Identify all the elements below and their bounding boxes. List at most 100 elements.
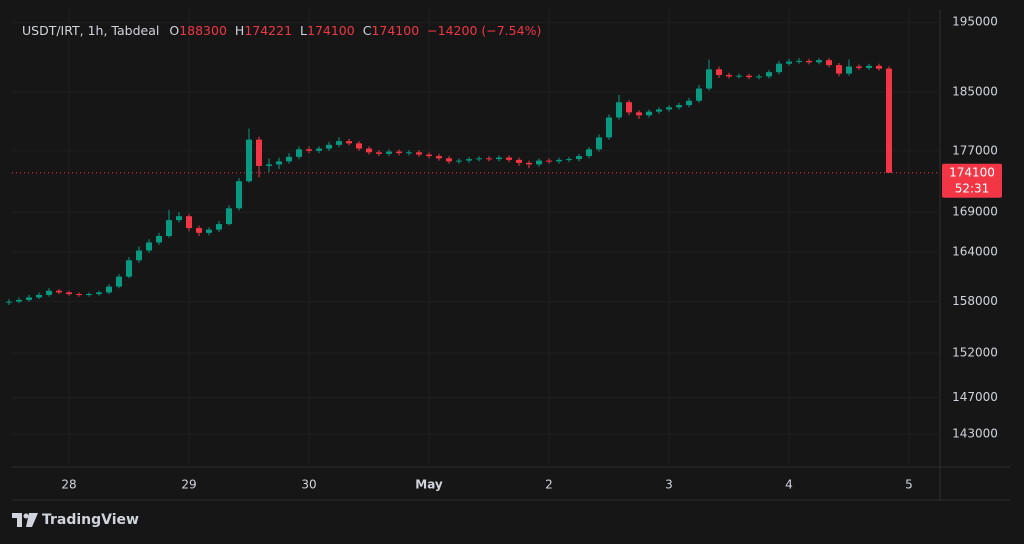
candle-body bbox=[56, 290, 62, 293]
y-tick-label: 143000 bbox=[952, 427, 998, 441]
candle-body bbox=[736, 75, 742, 77]
candle-body bbox=[576, 156, 582, 160]
candle-body bbox=[756, 76, 762, 78]
candle-body bbox=[316, 148, 322, 151]
price-label-box bbox=[942, 163, 1002, 198]
candle-body bbox=[816, 60, 822, 63]
candle-body bbox=[236, 181, 242, 209]
y-tick-label: 147000 bbox=[952, 390, 998, 404]
candle-body bbox=[706, 69, 712, 89]
candle-body bbox=[536, 160, 542, 165]
candle-body bbox=[746, 75, 752, 78]
candle-body bbox=[436, 156, 442, 159]
candle-body bbox=[296, 149, 302, 157]
candle-body bbox=[206, 229, 212, 233]
candle-body bbox=[76, 294, 82, 296]
candle-body bbox=[776, 63, 782, 73]
candle-body bbox=[636, 112, 642, 116]
candle-body bbox=[466, 159, 472, 161]
x-tick-label: 29 bbox=[181, 478, 196, 492]
candle-body bbox=[476, 158, 482, 160]
candle-body bbox=[326, 144, 332, 149]
y-tick-label: 185000 bbox=[952, 85, 998, 99]
candle-body bbox=[686, 100, 692, 106]
candle-body bbox=[616, 102, 622, 118]
candle-body bbox=[86, 294, 92, 296]
watermark[interactable]: TradingView bbox=[12, 512, 139, 528]
x-tick-label: 2 bbox=[545, 478, 553, 492]
y-tick-label: 177000 bbox=[952, 143, 998, 157]
candle-body bbox=[276, 161, 282, 165]
candle-body bbox=[646, 111, 652, 116]
candle-body bbox=[886, 68, 892, 173]
candle-body bbox=[16, 299, 22, 302]
countdown: 52:31 bbox=[955, 181, 990, 195]
candle-body bbox=[246, 139, 252, 182]
candle-body bbox=[166, 220, 172, 237]
open-label: O bbox=[169, 23, 180, 38]
candle-body bbox=[796, 60, 802, 62]
close-label: C bbox=[362, 23, 372, 38]
candle-body bbox=[26, 297, 32, 300]
candle-body bbox=[116, 276, 122, 287]
x-tick-label: 4 bbox=[785, 478, 793, 492]
candle-body bbox=[446, 158, 452, 162]
candle-body bbox=[526, 162, 532, 165]
legend: USDT/IRT, 1h, Tabdeal O188300 H174221 L1741… bbox=[22, 23, 549, 38]
candle-body bbox=[826, 60, 832, 66]
candle-body bbox=[346, 141, 352, 144]
candle-body bbox=[146, 242, 152, 251]
candle-body bbox=[856, 66, 862, 68]
candle-body bbox=[66, 292, 72, 295]
candle-body bbox=[696, 88, 702, 101]
candle-body bbox=[786, 61, 792, 64]
candle-body bbox=[336, 141, 342, 145]
candle-body bbox=[666, 107, 672, 110]
y-tick-label: 169000 bbox=[952, 205, 998, 219]
x-tick-label: 28 bbox=[61, 478, 76, 492]
candle-body bbox=[506, 157, 512, 160]
candle-body bbox=[6, 301, 12, 303]
candle-body bbox=[46, 290, 52, 295]
candle-body bbox=[216, 224, 222, 230]
candle-body bbox=[186, 216, 192, 229]
candle-body bbox=[366, 148, 372, 153]
low-label: L bbox=[300, 23, 307, 38]
candle-body bbox=[176, 216, 182, 221]
change: −14200 (−7.54%) bbox=[427, 23, 542, 38]
x-tick-label: 30 bbox=[301, 478, 316, 492]
high-label: H bbox=[234, 23, 245, 38]
watermark-text: TradingView bbox=[42, 512, 139, 528]
candle-body bbox=[836, 65, 842, 74]
candle-body bbox=[306, 149, 312, 151]
candle-body bbox=[376, 152, 382, 154]
candle-body bbox=[406, 152, 412, 154]
y-tick-label: 158000 bbox=[952, 294, 998, 308]
candle-body bbox=[196, 228, 202, 233]
x-tick-label: 3 bbox=[665, 478, 673, 492]
candle-body bbox=[286, 156, 292, 162]
logo bbox=[12, 513, 38, 527]
candle-body bbox=[356, 143, 362, 149]
candle-body bbox=[136, 250, 142, 261]
candle-body bbox=[676, 105, 682, 108]
candle-body bbox=[586, 149, 592, 157]
candle-body bbox=[556, 159, 562, 162]
y-tick-label: 195000 bbox=[952, 15, 998, 29]
candle-body bbox=[656, 109, 662, 112]
close-value: 174100 bbox=[371, 23, 420, 38]
candle-body bbox=[416, 152, 422, 155]
candle-body bbox=[846, 66, 852, 74]
candle-body bbox=[426, 154, 432, 157]
candle-body bbox=[766, 72, 772, 77]
candle-body bbox=[386, 151, 392, 154]
candle-body bbox=[96, 292, 102, 295]
open-value: 188300 bbox=[179, 23, 227, 38]
price-label: 174100 bbox=[949, 165, 995, 179]
candle-body bbox=[396, 151, 402, 154]
y-tick-label: 152000 bbox=[952, 346, 998, 360]
candle-body bbox=[716, 69, 722, 75]
